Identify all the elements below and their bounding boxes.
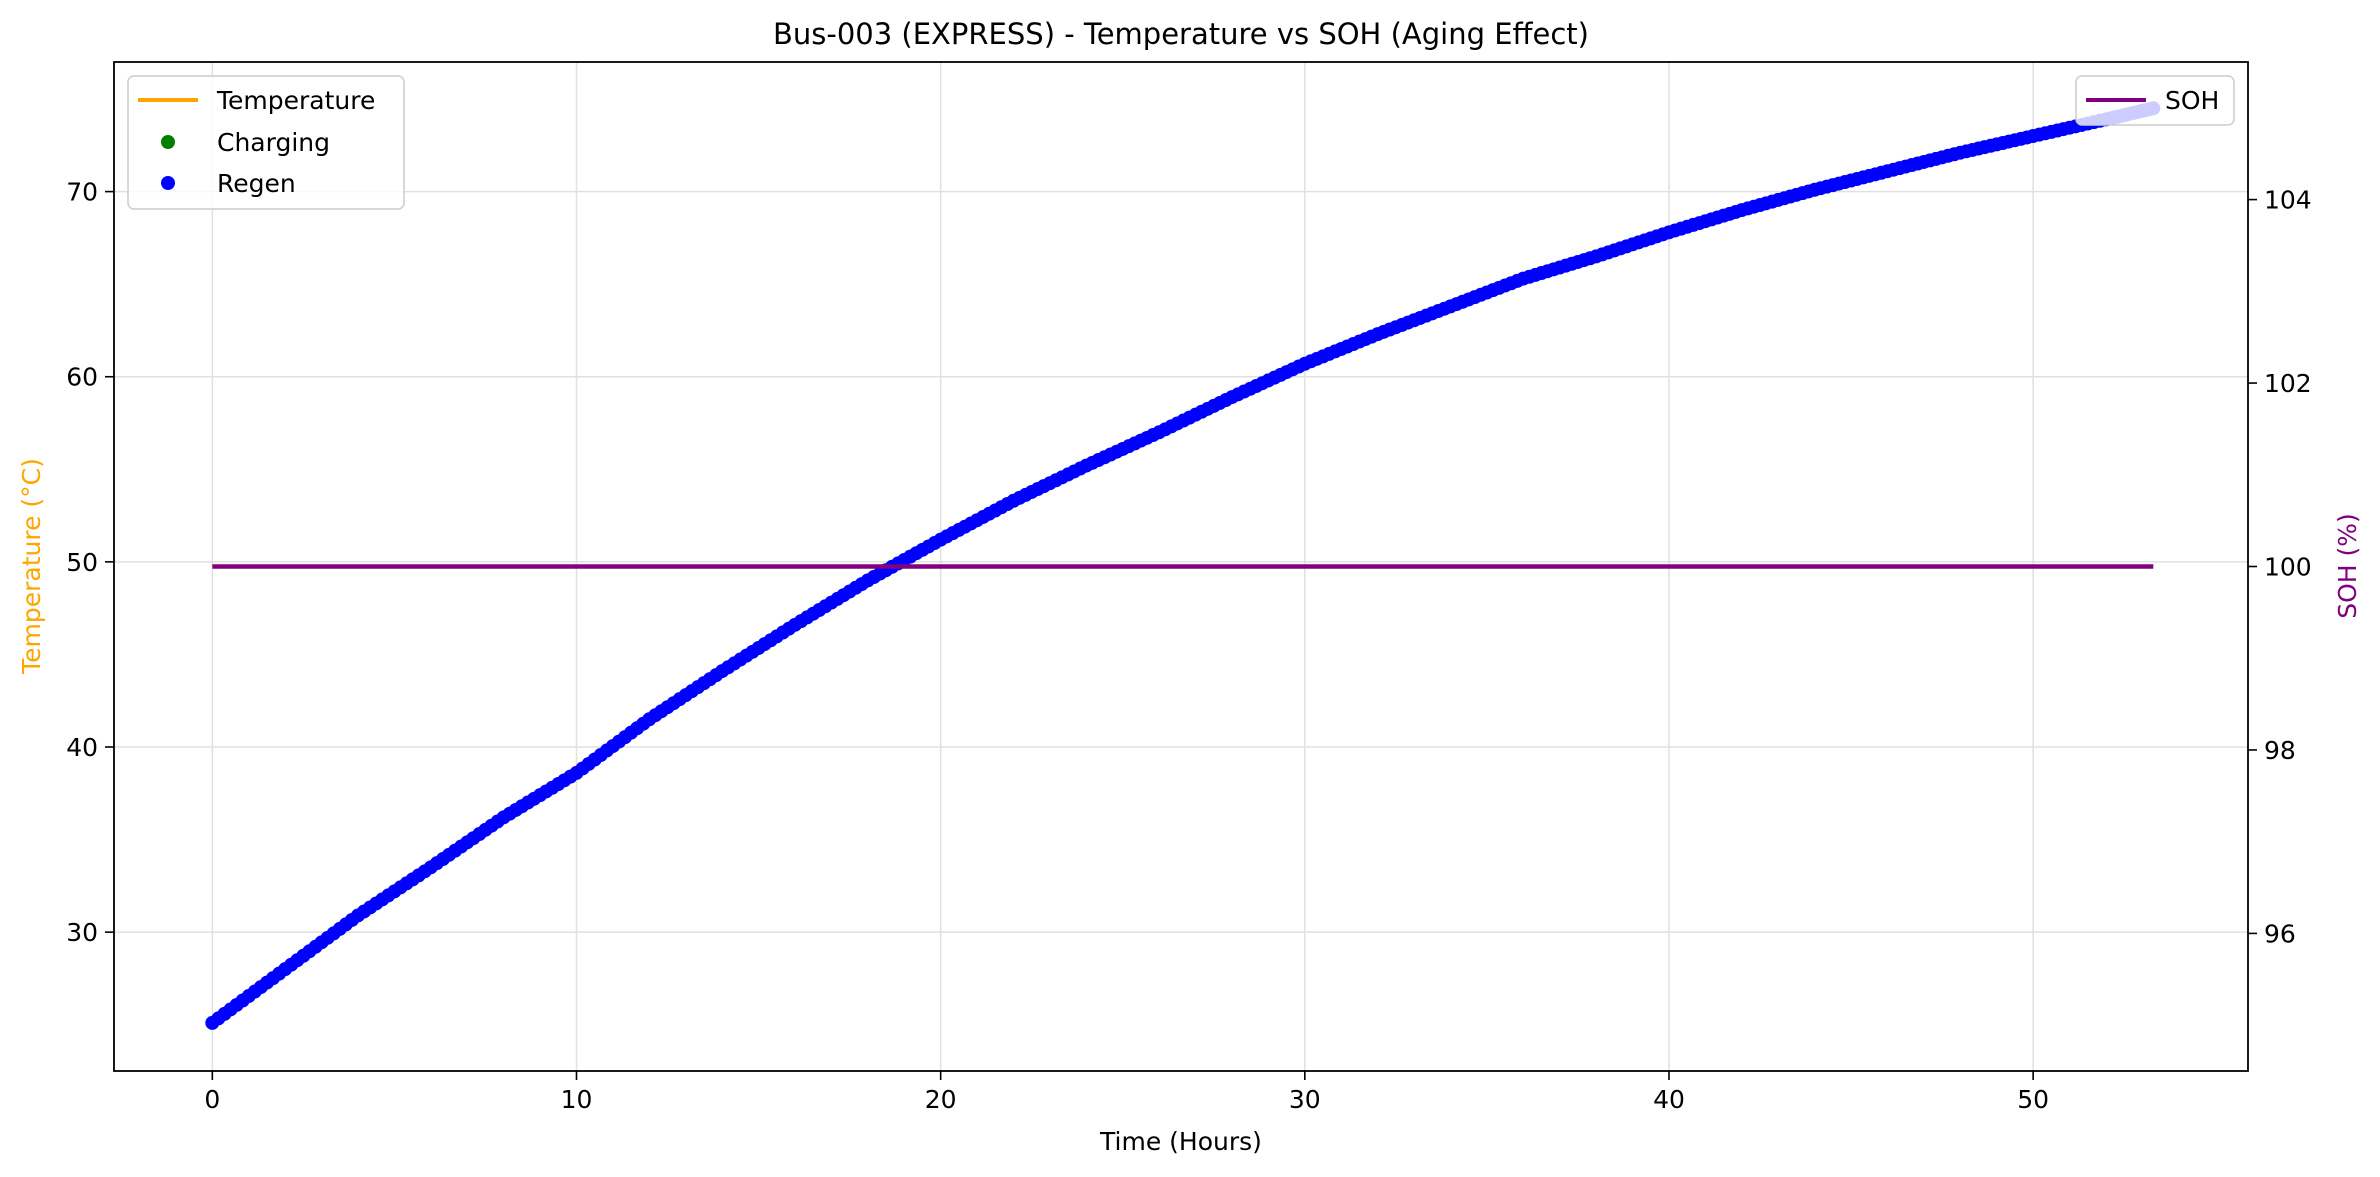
legend-right: SOH xyxy=(2075,75,2235,126)
legend-right-frame xyxy=(2075,75,2235,126)
x-tick-label: 30 xyxy=(1289,1085,1321,1114)
legend-soh-label: SOH xyxy=(2165,86,2219,115)
legend-charging-label: Charging xyxy=(217,128,330,157)
y-tick-label-left: 70 xyxy=(66,178,98,207)
legend-charging-swatch xyxy=(161,135,175,149)
y-tick-label-left: 60 xyxy=(66,363,98,392)
y-tick-label-right: 96 xyxy=(2264,919,2296,948)
chart-title: Bus-003 (EXPRESS) - Temperature vs SOH (… xyxy=(773,17,1589,51)
x-axis-label: Time (Hours) xyxy=(1099,1127,1262,1156)
y-axis-label-left: Temperature (°C) xyxy=(17,458,46,675)
legend-temperature-label: Temperature xyxy=(216,86,375,115)
y-tick-label-right: 102 xyxy=(2264,369,2312,398)
data-layer xyxy=(205,101,2161,1030)
y-tick-label-left: 40 xyxy=(66,733,98,762)
legend-regen-label: Regen xyxy=(217,169,296,198)
x-tick-label: 50 xyxy=(2017,1085,2049,1114)
x-tick-label: 0 xyxy=(204,1085,220,1114)
y-tick-label-right: 98 xyxy=(2264,736,2296,765)
legend-left-frame xyxy=(127,75,405,210)
axes: 0 10 20 30 40 50 30 40 50 60 70 96 98 100 102 104 xyxy=(66,178,2312,1114)
x-tick-label: 10 xyxy=(561,1085,593,1114)
y-tick-label-left: 30 xyxy=(66,918,98,947)
legend-regen-swatch xyxy=(161,176,175,190)
y-tick-label-left: 50 xyxy=(66,548,98,577)
y-axis-label-right: SOH (%) xyxy=(2333,513,2362,619)
y-tick-label-right: 104 xyxy=(2264,186,2312,215)
x-tick-label: 40 xyxy=(1653,1085,1685,1114)
legend-left: Temperature Charging Regen xyxy=(127,75,405,210)
y-tick-label-right: 100 xyxy=(2264,553,2312,582)
x-tick-label: 20 xyxy=(925,1085,957,1114)
